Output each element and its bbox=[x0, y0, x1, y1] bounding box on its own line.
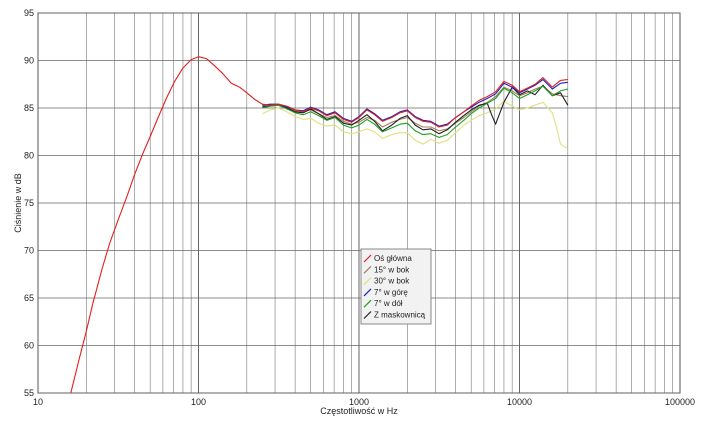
x-tick-label: 100000 bbox=[665, 397, 695, 407]
legend-swatch bbox=[363, 299, 372, 308]
y-tick-label: 75 bbox=[24, 198, 34, 208]
series-line-2 bbox=[262, 85, 568, 132]
series-line-6 bbox=[262, 84, 569, 135]
y-tick-label: 70 bbox=[24, 246, 34, 256]
series-line-3 bbox=[262, 100, 569, 150]
legend-label: Oś główna bbox=[374, 254, 412, 263]
tick-labels: 10 100 1000 10000 100000 55 60 65 70 75 80 85 90 95 bbox=[24, 8, 695, 407]
y-tick-label: 80 bbox=[24, 151, 34, 161]
x-axis-label: Częstotliwość w Hz bbox=[320, 406, 398, 416]
x-tick-label: 100 bbox=[191, 397, 206, 407]
x-tick-label: 10 bbox=[33, 397, 43, 407]
legend-label: 7° w dół bbox=[374, 299, 403, 308]
series-line-5 bbox=[262, 85, 568, 138]
legend-label: 30° w bok bbox=[374, 277, 410, 286]
legend-swatch bbox=[363, 254, 372, 263]
x-tick-label: 1000 bbox=[349, 397, 369, 407]
legend-label: Z maskownicą bbox=[374, 311, 426, 320]
x-tick-label: 10000 bbox=[507, 397, 532, 407]
series-line-4 bbox=[262, 78, 568, 127]
legend-swatch bbox=[363, 265, 372, 274]
legend-swatch bbox=[363, 288, 372, 297]
y-axis-label: Ciśnienie w dB bbox=[13, 173, 23, 233]
legend-label: 7° w górę bbox=[374, 288, 408, 297]
legend-swatch bbox=[363, 311, 372, 319]
grid bbox=[37, 12, 680, 394]
y-tick-label: 60 bbox=[24, 341, 34, 351]
legend-box bbox=[360, 248, 432, 325]
legend-label: 15° w bok bbox=[374, 265, 410, 274]
y-tick-label: 55 bbox=[24, 388, 34, 398]
y-tick-label: 85 bbox=[24, 103, 34, 113]
legend-swatch bbox=[363, 277, 372, 286]
legend: Oś główna 15° w bok 30° w bok 7° w górę 7° w… bbox=[360, 248, 432, 325]
y-tick-label: 65 bbox=[24, 293, 34, 303]
y-tick-label: 95 bbox=[24, 8, 34, 18]
series-line-1 bbox=[70, 56, 568, 394]
series-lines bbox=[70, 56, 569, 394]
y-tick-label: 90 bbox=[24, 56, 34, 66]
